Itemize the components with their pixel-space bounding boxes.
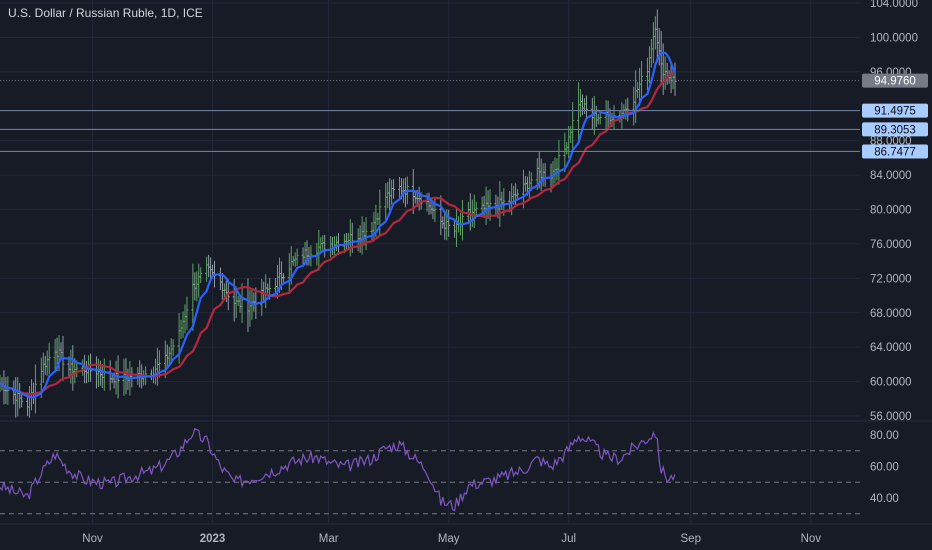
rsi-line (0, 427, 676, 512)
y-tick-label: 76.0000 (870, 239, 912, 251)
ma-fast-line (0, 51, 676, 399)
y-tick-label: 60.0000 (870, 377, 912, 389)
symbol-title: U.S. Dollar / Russian Ruble, 1D, ICE (8, 6, 203, 20)
last-price-label: 94.9760 (874, 76, 916, 88)
y-tick-label: 72.0000 (870, 273, 912, 285)
x-tick-label: 2023 (200, 533, 226, 545)
rsi-y-tick-label: 40.00 (870, 493, 899, 505)
ma-slow-line (0, 70, 676, 396)
level-label: 89.3053 (874, 124, 916, 136)
rsi-pane: 80.00 60.00 40.00 (0, 427, 899, 515)
x-tick-label: Jul (561, 533, 576, 545)
x-tick-label: Nov (801, 533, 822, 545)
y-tick-label: 68.0000 (870, 308, 912, 320)
rsi-y-tick-label: 80.00 (870, 430, 899, 442)
x-tick-label: Nov (82, 533, 103, 545)
y-tick-label: 100.0000 (870, 32, 918, 44)
x-tick-label: Mar (319, 533, 339, 545)
y-tick-label: 80.0000 (870, 205, 912, 217)
level-label: 86.7477 (874, 146, 916, 158)
y-tick-label: 104.0000 (870, 0, 918, 10)
y-tick-label: 84.0000 (870, 170, 912, 182)
price-pane (0, 9, 677, 418)
level-label-box (862, 103, 928, 118)
rsi-y-tick-label: 60.00 (870, 462, 899, 474)
last-price-box (862, 73, 928, 88)
level-label-box (862, 144, 928, 159)
y-tick-label: 56.0000 (870, 411, 912, 423)
x-tick-label: Sep (681, 533, 701, 545)
level-label: 91.4975 (874, 106, 916, 118)
level-label-box (862, 122, 928, 137)
x-tick-label: May (438, 533, 460, 545)
y-tick-label: 64.0000 (870, 342, 912, 354)
